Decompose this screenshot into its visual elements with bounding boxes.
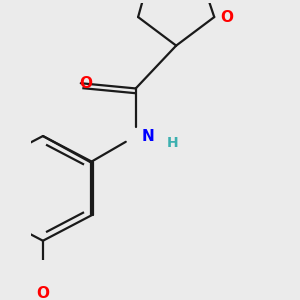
- Text: O: O: [36, 286, 50, 300]
- Text: O: O: [220, 10, 233, 25]
- Text: N: N: [141, 128, 154, 143]
- Text: O: O: [79, 76, 92, 91]
- Text: H: H: [167, 136, 178, 150]
